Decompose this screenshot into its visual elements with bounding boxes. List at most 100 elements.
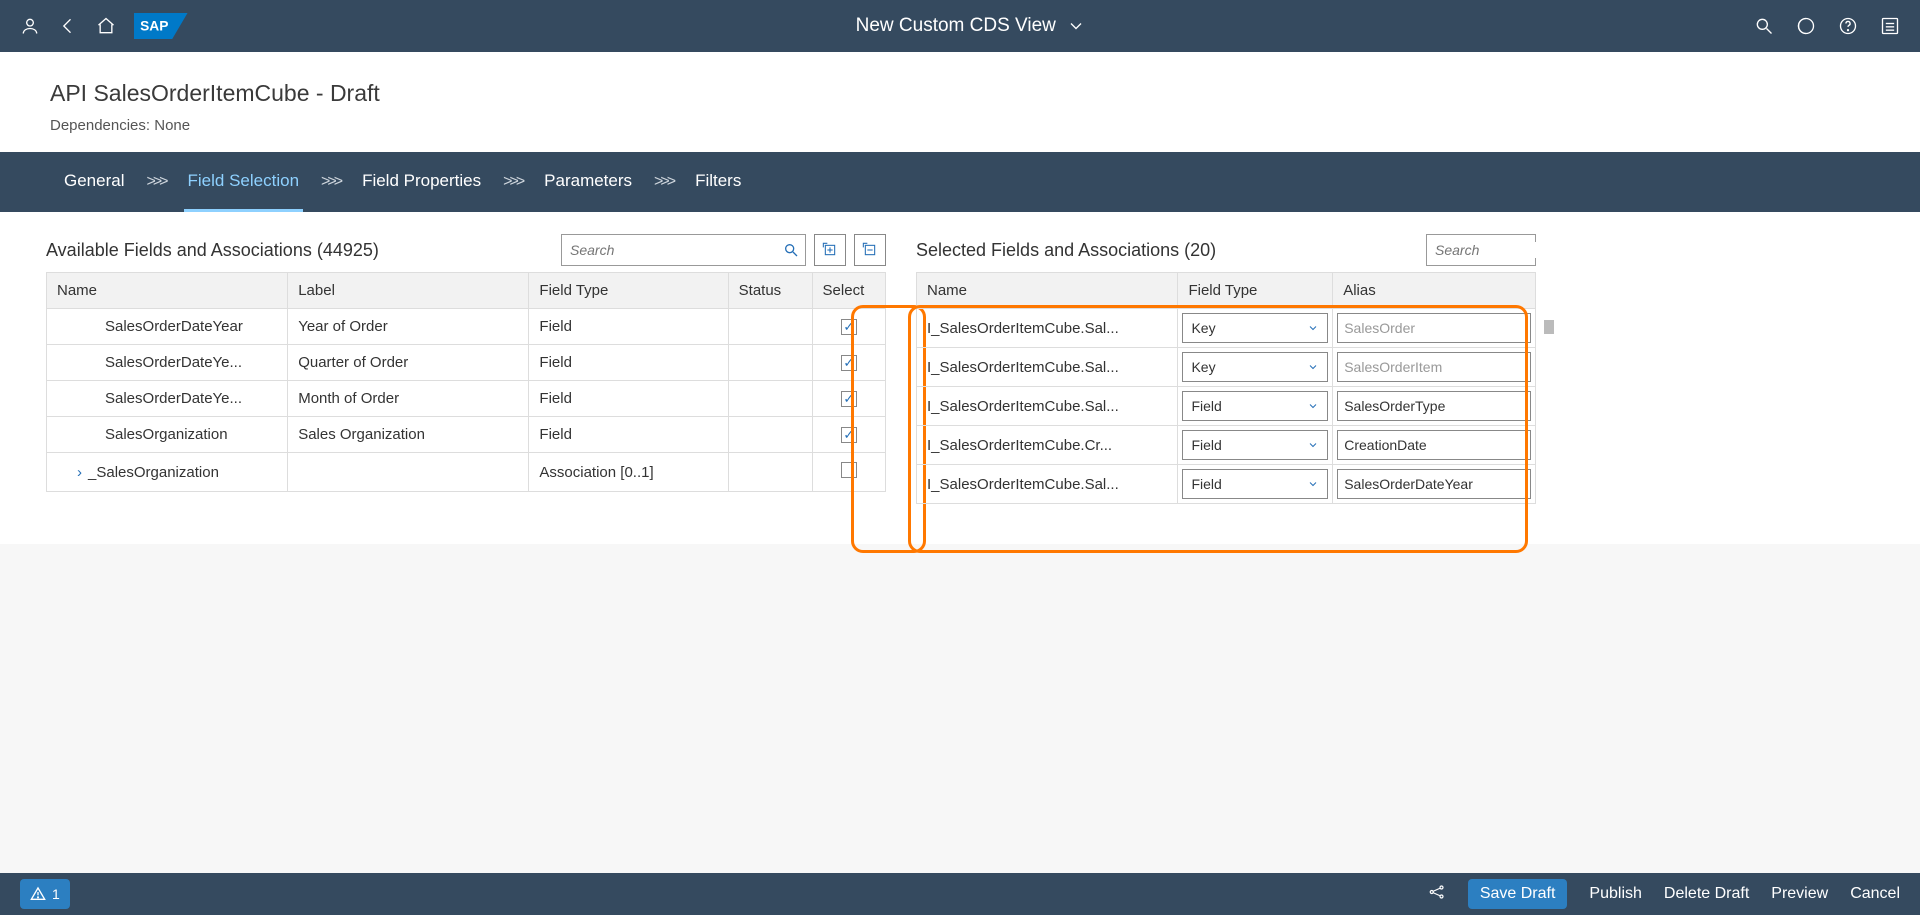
available-col-select: Select <box>812 273 885 309</box>
available-search-input[interactable] <box>570 242 783 258</box>
collapse-all-button[interactable] <box>854 234 886 266</box>
select-checkbox[interactable] <box>841 462 857 478</box>
footer-cancel-button[interactable]: Cancel <box>1850 885 1900 903</box>
title-chevron-down-icon[interactable] <box>1066 16 1086 36</box>
available-label-cell: Quarter of Order <box>288 345 529 381</box>
selected-col-name: Name <box>917 273 1178 309</box>
available-status-cell <box>728 453 812 492</box>
footer-save-draft-button[interactable]: Save Draft <box>1468 879 1568 909</box>
field-type-value: Field <box>1191 437 1221 453</box>
sap-logo: SAP <box>134 10 188 42</box>
footer-preview-button[interactable]: Preview <box>1771 885 1828 903</box>
field-type-select[interactable]: Field <box>1182 469 1328 499</box>
available-label-cell: Month of Order <box>288 381 529 417</box>
available-status-cell <box>728 309 812 345</box>
share-icon[interactable] <box>1428 883 1446 906</box>
available-status-cell <box>728 417 812 453</box>
selected-row[interactable]: I_SalesOrderItemCube.Sal... Field <box>917 387 1536 426</box>
object-title: API SalesOrderItemCube - Draft <box>50 80 1870 107</box>
select-checkbox[interactable] <box>841 427 857 443</box>
available-label-cell: Year of Order <box>288 309 529 345</box>
home-icon[interactable] <box>96 16 116 36</box>
available-col-label: Label <box>288 273 529 309</box>
footer-delete-draft-button[interactable]: Delete Draft <box>1664 885 1749 903</box>
selected-search[interactable] <box>1426 234 1536 266</box>
selected-row[interactable]: I_SalesOrderItemCube.Sal... Key <box>917 348 1536 387</box>
selected-row[interactable]: I_SalesOrderItemCube.Cr... Field <box>917 426 1536 465</box>
search-icon[interactable] <box>1754 16 1774 36</box>
available-label-cell <box>288 453 529 492</box>
available-name-cell: SalesOrganization <box>47 417 288 453</box>
scroll-thumb[interactable] <box>1544 320 1554 334</box>
available-row[interactable]: ›_SalesOrganizationAssociation [0..1] <box>47 453 886 492</box>
available-row[interactable]: SalesOrganizationSales OrganizationField <box>47 417 886 453</box>
field-type-select[interactable]: Key <box>1182 352 1328 382</box>
tab-parameters[interactable]: Parameters <box>540 153 636 212</box>
available-panel-title: Available Fields and Associations (44925… <box>46 240 379 261</box>
selected-name-cell: I_SalesOrderItemCube.Cr... <box>917 426 1178 465</box>
available-label-cell: Sales Organization <box>288 417 529 453</box>
select-checkbox[interactable] <box>841 391 857 407</box>
available-col-name: Name <box>47 273 288 309</box>
user-icon[interactable] <box>20 16 40 36</box>
expand-all-button[interactable] <box>814 234 846 266</box>
selected-table: NameField TypeAlias I_SalesOrderItemCube… <box>916 272 1536 504</box>
svg-text:SAP: SAP <box>140 19 168 34</box>
selected-search-input[interactable] <box>1435 242 1617 258</box>
selected-row[interactable]: I_SalesOrderItemCube.Sal... Field <box>917 465 1536 504</box>
available-select-cell <box>812 309 885 345</box>
alias-input[interactable] <box>1337 313 1531 343</box>
field-type-select[interactable]: Key <box>1182 313 1328 343</box>
selected-name-cell: I_SalesOrderItemCube.Sal... <box>917 465 1178 504</box>
selected-col-alias: Alias <box>1333 273 1536 309</box>
field-type-select[interactable]: Field <box>1182 391 1328 421</box>
selected-name-cell: I_SalesOrderItemCube.Sal... <box>917 309 1178 348</box>
expand-chevron-icon[interactable]: › <box>77 464 82 481</box>
available-name-cell: SalesOrderDateYe... <box>47 345 288 381</box>
available-row[interactable]: SalesOrderDateYe...Quarter of OrderField <box>47 345 886 381</box>
field-type-select[interactable]: Field <box>1182 430 1328 460</box>
available-search[interactable] <box>561 234 806 266</box>
back-icon[interactable] <box>58 16 78 36</box>
available-row[interactable]: SalesOrderDateYe...Month of OrderField <box>47 381 886 417</box>
available-name-cell: SalesOrderDateYear <box>47 309 288 345</box>
field-type-value: Field <box>1191 398 1221 414</box>
copilot-icon[interactable] <box>1796 16 1816 36</box>
available-col-status: Status <box>728 273 812 309</box>
available-fieldtype-cell: Field <box>529 309 728 345</box>
tab-separator: >>> <box>321 173 340 191</box>
alias-input[interactable] <box>1337 430 1531 460</box>
dependencies-label: Dependencies: None <box>50 117 1870 134</box>
tab-field-selection[interactable]: Field Selection <box>184 153 304 212</box>
page-title-shell: New Custom CDS View <box>856 15 1056 37</box>
available-fieldtype-cell: Field <box>529 381 728 417</box>
alias-input[interactable] <box>1337 391 1531 421</box>
available-select-cell <box>812 417 885 453</box>
available-fieldtype-cell: Association [0..1] <box>529 453 728 492</box>
tab-filters[interactable]: Filters <box>691 153 745 212</box>
available-select-cell <box>812 345 885 381</box>
selected-row[interactable]: I_SalesOrderItemCube.Sal...Key <box>917 309 1536 348</box>
tab-field-properties[interactable]: Field Properties <box>358 153 485 212</box>
available-fieldtype-cell: Field <box>529 417 728 453</box>
select-checkbox[interactable] <box>841 319 857 335</box>
available-table: NameLabelField TypeStatusSelect SalesOrd… <box>46 272 886 492</box>
available-status-cell <box>728 345 812 381</box>
available-row[interactable]: SalesOrderDateYearYear of OrderField <box>47 309 886 345</box>
selected-col-field-type: Field Type <box>1178 273 1333 309</box>
available-fieldtype-cell: Field <box>529 345 728 381</box>
alias-input[interactable] <box>1337 352 1531 382</box>
alias-input[interactable] <box>1337 469 1531 499</box>
footer-publish-button[interactable]: Publish <box>1589 885 1641 903</box>
selected-name-cell: I_SalesOrderItemCube.Sal... <box>917 387 1178 426</box>
tab-separator: >>> <box>146 173 165 191</box>
select-checkbox[interactable] <box>841 355 857 371</box>
tab-general[interactable]: General <box>60 153 128 212</box>
menu-icon[interactable] <box>1880 16 1900 36</box>
selected-name-cell: I_SalesOrderItemCube.Sal... <box>917 348 1178 387</box>
messages-indicator[interactable]: 1 <box>20 879 70 909</box>
field-type-value: Field <box>1191 476 1221 492</box>
field-type-value: Key <box>1191 359 1215 375</box>
help-icon[interactable] <box>1838 16 1858 36</box>
tab-separator: >>> <box>503 173 522 191</box>
